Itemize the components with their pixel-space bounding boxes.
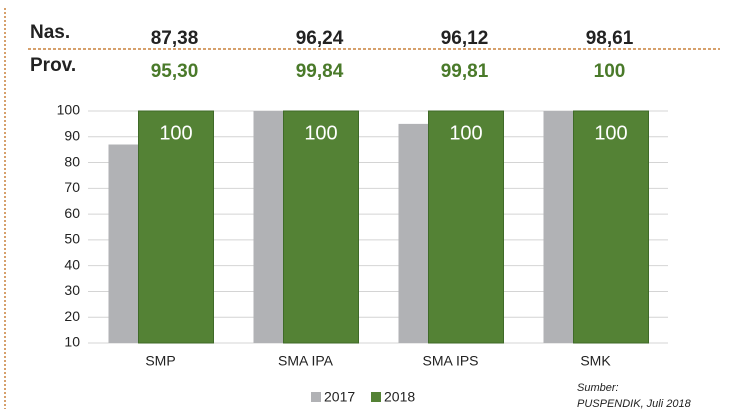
x-tick-label: SMA IPA (278, 353, 334, 369)
data-label: 100 (304, 122, 337, 144)
y-tick-label: 60 (64, 205, 80, 221)
y-tick-label: 40 (64, 256, 80, 272)
bar (253, 111, 284, 343)
y-tick-label: 20 (64, 308, 80, 324)
cell: 95,30 (151, 61, 199, 82)
bar (283, 110, 359, 344)
bar (398, 123, 429, 343)
y-tick-label: 100 (57, 102, 81, 118)
bar (573, 110, 649, 344)
cell: 100 (594, 61, 626, 82)
y-tick-label: 70 (64, 179, 80, 195)
bar (138, 110, 214, 344)
legend-swatch (371, 392, 381, 402)
y-tick-label: 30 (64, 282, 80, 298)
cell: 98,61 (586, 28, 634, 49)
cell: 96,12 (441, 28, 489, 49)
bar (428, 110, 504, 344)
x-tick-label: SMA IPS (422, 353, 478, 369)
x-tick-label: SMK (580, 353, 611, 369)
y-tick-label: 80 (64, 153, 80, 169)
cell: 99,81 (441, 61, 489, 82)
row-label: Prov. (30, 55, 76, 76)
cell: 99,84 (296, 61, 344, 82)
bar (108, 144, 139, 343)
data-label: 100 (159, 122, 192, 144)
cell: 96,24 (296, 28, 344, 49)
y-tick-label: 50 (64, 231, 80, 247)
row-label: Nas. (30, 22, 70, 43)
legend-swatch (311, 392, 321, 402)
data-label: 100 (594, 122, 627, 144)
cell: 87,38 (151, 28, 199, 49)
legend-label: 2017 (324, 389, 355, 405)
y-tick-label: 10 (64, 334, 80, 350)
data-label: 100 (449, 122, 482, 144)
y-tick-label: 90 (64, 127, 80, 143)
source-note: PUSPENDIK, Juli 2018 (577, 398, 692, 409)
source-note: Sumber: (577, 382, 619, 394)
legend-label: 2018 (384, 389, 415, 405)
bar (543, 111, 574, 343)
x-tick-label: SMP (145, 353, 175, 369)
